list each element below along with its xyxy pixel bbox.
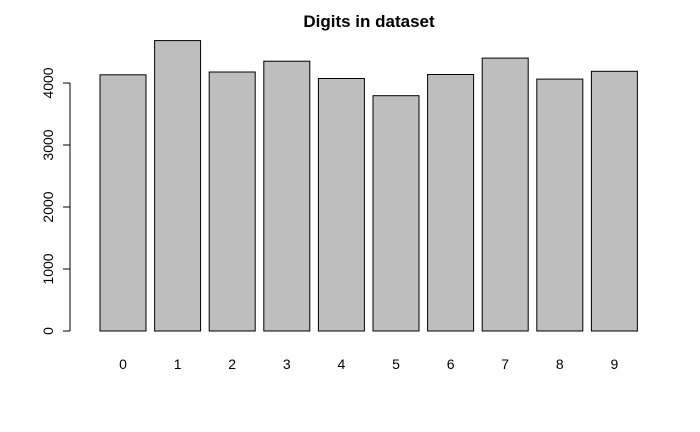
- y-axis: 0 1000 2000 3000 4000: [40, 67, 71, 335]
- bar-7: [481, 57, 529, 332]
- y-tick-label: 0: [40, 327, 56, 335]
- x-tick-label: 8: [556, 356, 564, 372]
- x-tick-label: 3: [283, 356, 291, 372]
- x-tick-label: 2: [228, 356, 236, 372]
- bar-1: [154, 40, 202, 332]
- x-tick-label: 7: [501, 356, 509, 372]
- x-tick-label: 0: [119, 356, 127, 372]
- bar-0: [99, 74, 147, 332]
- x-tick-label: 6: [447, 356, 455, 372]
- bar-8: [536, 78, 584, 332]
- y-tick-label: 2000: [40, 191, 56, 222]
- y-tick-label: 3000: [40, 129, 56, 160]
- x-tick-label: 9: [611, 356, 619, 372]
- x-tick-label: 1: [174, 356, 182, 372]
- x-axis-labels: 0 1 2 3 4 5 6 7 8 9: [119, 356, 618, 372]
- x-tick-label: 4: [338, 356, 346, 372]
- bar-6: [427, 74, 475, 332]
- y-tick-label: 4000: [40, 67, 56, 98]
- bar-4: [317, 78, 365, 332]
- bars-group: [99, 40, 638, 332]
- chart-title: Digits in dataset: [303, 12, 435, 31]
- x-tick-label: 5: [392, 356, 400, 372]
- bar-2: [208, 71, 256, 332]
- bar-5: [372, 95, 420, 332]
- y-tick-label: 1000: [40, 253, 56, 284]
- bar-3: [263, 60, 311, 332]
- bar-9: [590, 70, 638, 332]
